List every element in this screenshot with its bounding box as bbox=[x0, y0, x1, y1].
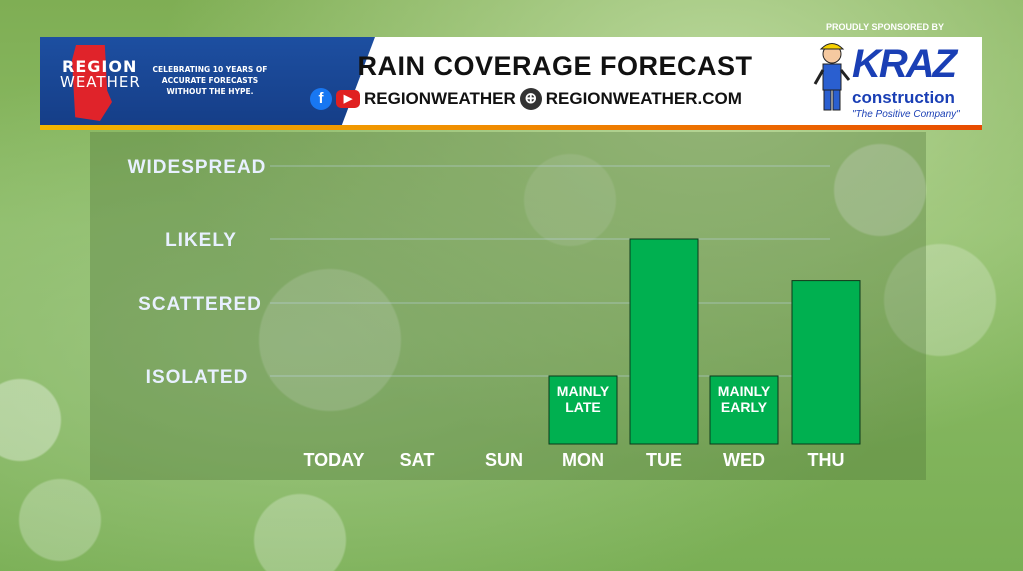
sponsor-brand-sub: construction bbox=[852, 88, 955, 107]
sponsor-logo: KRAZ construction "The Positive Company" bbox=[852, 44, 982, 124]
tagline: CELEBRATING 10 YEARS OF ACCURATE FORECAS… bbox=[152, 65, 268, 96]
construction-mascot-icon bbox=[813, 43, 851, 111]
facebook-icon: f bbox=[310, 88, 332, 110]
sponsor-slogan: "The Positive Company" bbox=[852, 109, 960, 120]
website-text: REGIONWEATHER.COM bbox=[545, 89, 742, 108]
indiana-state-icon bbox=[72, 45, 112, 121]
x-tick-label: SAT bbox=[400, 450, 435, 470]
header-white-panel bbox=[340, 37, 982, 130]
bar-label: LATE bbox=[565, 399, 601, 415]
bar bbox=[548, 375, 618, 445]
x-tick-label: TUE bbox=[646, 450, 682, 470]
youtube-icon: ▶ bbox=[336, 90, 360, 108]
header-stripe bbox=[40, 125, 982, 130]
x-tick-label: SUN bbox=[485, 450, 523, 470]
level-label: SCATTERED bbox=[138, 294, 262, 315]
sponsor-label: PROUDLY SPONSORED BY bbox=[826, 22, 945, 32]
bar bbox=[709, 375, 779, 445]
bar bbox=[791, 280, 861, 445]
x-tick-label: TODAY bbox=[303, 450, 364, 470]
chart-panel bbox=[90, 132, 926, 480]
header-banner: REGION WEATHER CELEBRATING 10 YEARS OF A… bbox=[40, 37, 982, 130]
level-label: WIDESPREAD bbox=[128, 157, 267, 178]
logo-weather: WEATHER bbox=[60, 73, 141, 91]
page-title: RAIN COVERAGE FORECAST bbox=[357, 51, 753, 81]
logo-region: REGION bbox=[62, 57, 138, 76]
x-tick-label: THU bbox=[808, 450, 845, 470]
globe-icon: ⊕ bbox=[519, 88, 542, 110]
bar-label: MAINLY bbox=[557, 383, 610, 399]
level-label: ISOLATED bbox=[146, 367, 249, 388]
social-line: f ▶ REGIONWEATHER ⊕ REGIONWEATHER.COM bbox=[310, 87, 742, 111]
sponsor-brand: KRAZ bbox=[852, 42, 957, 86]
bar-label: EARLY bbox=[721, 399, 768, 415]
x-tick-label: MON bbox=[562, 450, 604, 470]
header-blue-panel: REGION WEATHER CELEBRATING 10 YEARS OF A… bbox=[40, 37, 375, 130]
level-label: LIKELY bbox=[165, 230, 237, 251]
bar-label: MAINLY bbox=[718, 383, 771, 399]
bar bbox=[629, 238, 699, 445]
x-tick-label: WED bbox=[723, 450, 765, 470]
social-handle: REGIONWEATHER bbox=[364, 89, 516, 108]
